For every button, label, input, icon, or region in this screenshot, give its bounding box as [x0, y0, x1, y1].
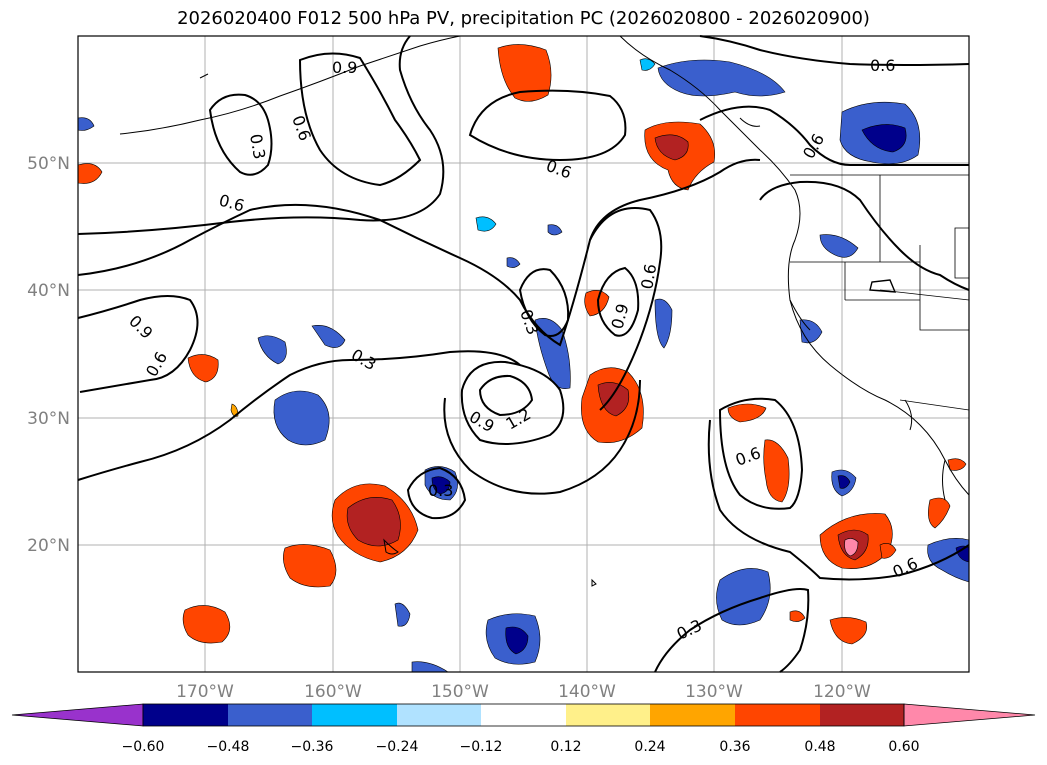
map-frame — [77, 35, 970, 673]
lon-tick: 160°W — [304, 682, 362, 702]
colorbar-cell — [228, 704, 312, 726]
precip-blob — [928, 497, 951, 529]
precip-blob — [497, 44, 552, 102]
precip-blob — [283, 544, 337, 588]
precip-blob — [861, 124, 907, 153]
lat-tick: 50°N — [27, 154, 70, 174]
contour-label: 0.6 — [637, 262, 660, 290]
lat-tick-labels: 50°N 40°N 30°N 20°N — [27, 154, 70, 556]
contour-label: 0.3 — [428, 481, 453, 500]
colorbar-cell — [481, 704, 566, 726]
colorbar-cell — [397, 704, 481, 726]
precip-blob — [187, 354, 219, 383]
contour-label: 0.6 — [870, 56, 895, 75]
precip-blob — [346, 497, 401, 547]
precip-blob — [505, 626, 529, 655]
lon-tick-labels: 170°W 160°W 150°W 140°W 130°W 120°W — [176, 682, 871, 702]
precip-blob — [273, 390, 330, 446]
colorbar-cell — [735, 704, 820, 726]
colorbar-extend-min — [11, 703, 144, 727]
precip-blob — [257, 335, 287, 365]
precip-blob — [789, 610, 806, 622]
precip-blob — [879, 543, 897, 559]
precip-blob — [763, 439, 790, 503]
colorbar-cell — [650, 704, 735, 726]
precip-blob — [654, 134, 689, 161]
colorbar-tick-labels: −0.60 −0.48 −0.36 −0.24 −0.12 0.12 0.24 … — [122, 739, 920, 755]
colorbar-tick: −0.36 — [291, 739, 334, 755]
precip-blob — [844, 538, 859, 557]
precip-blob — [584, 289, 610, 317]
colorbar-cells — [11, 703, 1036, 727]
colorbar-cell — [566, 704, 650, 726]
colorbar-tick: 0.12 — [550, 739, 581, 755]
precip-blob — [534, 318, 571, 389]
precip-blob — [394, 602, 411, 627]
colorbar-cell — [820, 704, 904, 726]
lon-tick: 150°W — [431, 682, 489, 702]
colorbar-tick: −0.12 — [460, 739, 503, 755]
precip-blob — [837, 475, 851, 489]
map-title: 2026020400 F012 500 hPa PV, precipitatio… — [177, 8, 870, 29]
map-background — [78, 36, 969, 672]
precip-blob — [77, 163, 103, 184]
colorbar-tick: 0.48 — [804, 739, 835, 755]
precip-blob — [829, 617, 867, 645]
precip-blob — [431, 476, 451, 495]
precip-blob — [716, 568, 771, 626]
colorbar-tick: 0.36 — [719, 739, 750, 755]
lon-tick: 170°W — [176, 682, 234, 702]
colorbar-tick: 0.24 — [634, 739, 665, 755]
precip-blob — [311, 325, 346, 348]
colorbar-tick: −0.48 — [207, 739, 250, 755]
coastlines — [119, 35, 970, 587]
precip-blob — [947, 458, 967, 471]
precip-blob — [727, 403, 767, 423]
precip-blob — [639, 58, 656, 71]
precip-blob — [506, 257, 521, 268]
precip-blob — [657, 59, 786, 97]
colorbar: −0.60 −0.48 −0.36 −0.24 −0.12 0.12 0.24 … — [11, 703, 1036, 755]
precip-shading — [77, 44, 970, 673]
colorbar-cell — [312, 704, 397, 726]
lat-tick: 40°N — [27, 281, 70, 301]
colorbar-tick: −0.24 — [376, 739, 419, 755]
lon-tick: 120°W — [813, 682, 871, 702]
precip-blob — [182, 605, 231, 644]
lon-tick: 140°W — [558, 682, 616, 702]
map-panel: 0.9 0.3 0.6 0.6 0.6 0.6 0.9 0.6 0.3 0.3 … — [77, 35, 970, 673]
contour-label: 0.9 — [332, 58, 357, 77]
precip-blob — [547, 224, 563, 236]
lon-tick: 130°W — [685, 682, 743, 702]
lat-tick: 30°N — [27, 409, 70, 429]
lat-tick: 20°N — [27, 536, 70, 556]
precip-blob — [475, 216, 497, 232]
colorbar-cell — [143, 704, 228, 726]
colorbar-extend-max — [903, 703, 1036, 727]
colorbar-tick: −0.60 — [122, 739, 165, 755]
precip-blob — [654, 298, 673, 349]
pv-contours — [77, 35, 970, 673]
colorbar-tick: 0.60 — [888, 739, 919, 755]
colorbar-outline — [142, 703, 905, 727]
gridlines — [78, 36, 969, 672]
precip-blob — [77, 117, 95, 131]
precip-blob — [230, 403, 239, 417]
precip-blob — [819, 234, 859, 258]
contour-label: 0.3 — [246, 132, 269, 160]
